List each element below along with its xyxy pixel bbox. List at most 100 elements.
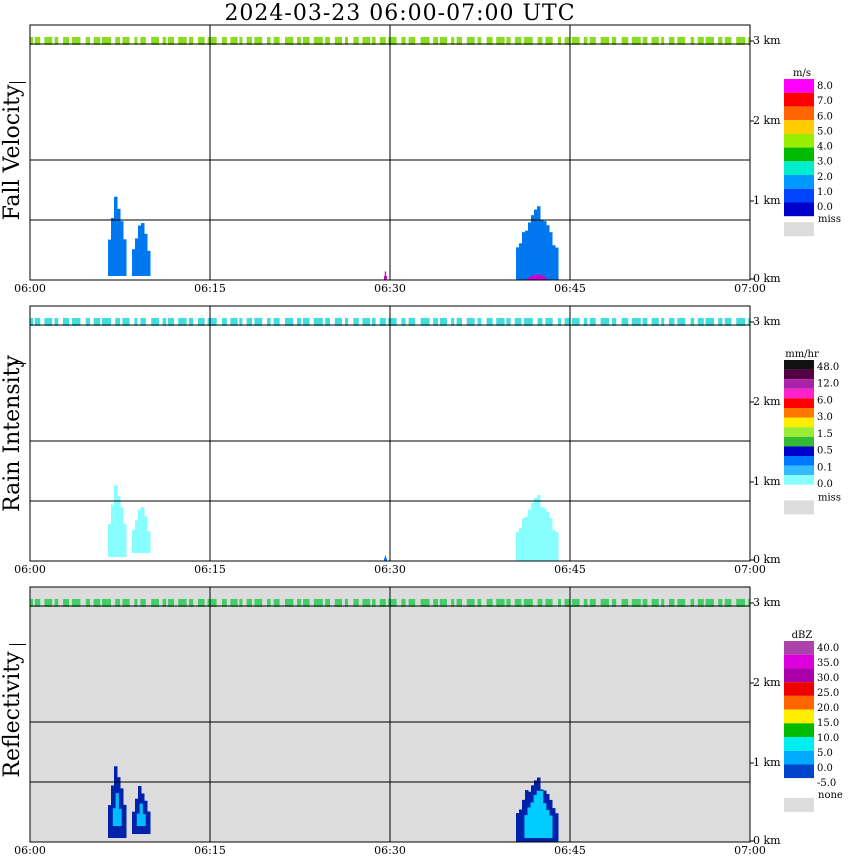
band-segment [34, 598, 41, 607]
echo-cell [546, 511, 550, 561]
band-segment [514, 36, 522, 45]
echo-cell [543, 221, 547, 280]
echo-cell [108, 239, 112, 277]
band-segment [523, 317, 533, 326]
band-segment [44, 317, 53, 326]
band-segment [736, 317, 746, 326]
y-tick-label: 3 km [753, 315, 781, 328]
colorbar-label: 6.0 [817, 395, 833, 406]
band-segment [334, 36, 342, 45]
band-segment [545, 317, 553, 326]
band-segment [537, 598, 543, 607]
band-segment [246, 36, 252, 45]
band-segment [545, 598, 553, 607]
echo-cell [516, 813, 520, 842]
echo-cell [123, 239, 127, 277]
band-segment [589, 598, 596, 607]
echo-cell [519, 809, 523, 842]
colorbar-swatch [784, 695, 814, 710]
band-segment [748, 317, 750, 326]
echo-cell [548, 815, 553, 839]
band-segment [477, 317, 482, 326]
band-segment [313, 36, 323, 45]
colorbar-unit: dBZ [792, 630, 813, 641]
band-segment [267, 317, 271, 326]
echo-cell [118, 808, 122, 827]
band-segment [168, 36, 174, 45]
band-segment [545, 36, 553, 45]
band-segment [433, 36, 438, 45]
colorbar-swatch [784, 737, 814, 751]
colorbar-label: 40.0 [817, 643, 839, 654]
band-segment [506, 317, 511, 326]
band-segment [178, 36, 187, 45]
band-segment [600, 36, 609, 45]
band-segment [303, 317, 310, 326]
x-tick-label: 06:00 [14, 844, 46, 857]
band-segment [724, 317, 732, 326]
band-segment [583, 598, 588, 607]
echo-cell [534, 274, 538, 280]
band-segment [451, 317, 455, 326]
band-segment [661, 317, 665, 326]
colorbar-missing-label: miss [818, 214, 841, 225]
colorbar-swatch [784, 484, 814, 495]
echo-cell [132, 811, 136, 835]
band-segment [612, 598, 617, 607]
band-segment [456, 36, 462, 45]
band-segment [44, 598, 53, 607]
band-segment [267, 598, 271, 607]
echo-cell [144, 516, 148, 554]
colorbar-label: 3.0 [817, 157, 833, 168]
band-segment [642, 36, 648, 45]
echo-cell [522, 232, 526, 280]
echo-cell [530, 802, 535, 839]
band-segment [388, 598, 397, 607]
band-segment [669, 598, 675, 607]
colorbar-label: 5.0 [817, 748, 833, 759]
band-segment [44, 36, 53, 45]
band-segment [63, 598, 69, 607]
band-segment [54, 36, 59, 45]
band-segment [102, 598, 111, 607]
echo-cell [141, 507, 145, 554]
y-tick-label: 1 km [753, 475, 781, 488]
echo-cell [540, 507, 544, 561]
band-segment [631, 317, 641, 326]
band-segment [115, 317, 120, 326]
x-tick-label: 06:30 [374, 563, 406, 576]
band-segment [102, 36, 111, 45]
echo-cell [147, 531, 151, 554]
band-segment [651, 36, 659, 45]
band-segment [246, 598, 252, 607]
colorbar-label: 10.0 [817, 733, 839, 744]
band-segment [420, 598, 430, 607]
y-tick-label: 2 km [753, 676, 781, 689]
echo-cell [135, 238, 139, 277]
band-segment [189, 36, 194, 45]
echo-cell [537, 495, 541, 561]
colorbar-swatch [784, 92, 814, 107]
colorbar-swatch [784, 417, 814, 428]
band-segment [134, 598, 138, 607]
y-tick-label: 0 km [753, 834, 781, 847]
echo-cell [516, 247, 520, 280]
colorbar-swatch [784, 408, 814, 418]
band-segment [408, 317, 416, 326]
echo-cell [136, 813, 141, 827]
band-segment [514, 598, 522, 607]
echo-cell [139, 803, 143, 827]
band-segment [162, 598, 167, 607]
band-segment [401, 317, 406, 326]
band-segment [564, 317, 570, 326]
y-tick-label: 1 km [753, 756, 781, 769]
colorbar-label: 6.0 [817, 111, 833, 122]
colorbar-swatch [784, 147, 814, 162]
band-segment [589, 317, 596, 326]
echo-cell [120, 507, 124, 558]
band-segment [697, 36, 704, 45]
echo-cell [132, 249, 136, 277]
y-tick-label: 2 km [753, 395, 781, 408]
x-tick-label: 06:00 [14, 282, 46, 295]
band-segment [254, 36, 263, 45]
